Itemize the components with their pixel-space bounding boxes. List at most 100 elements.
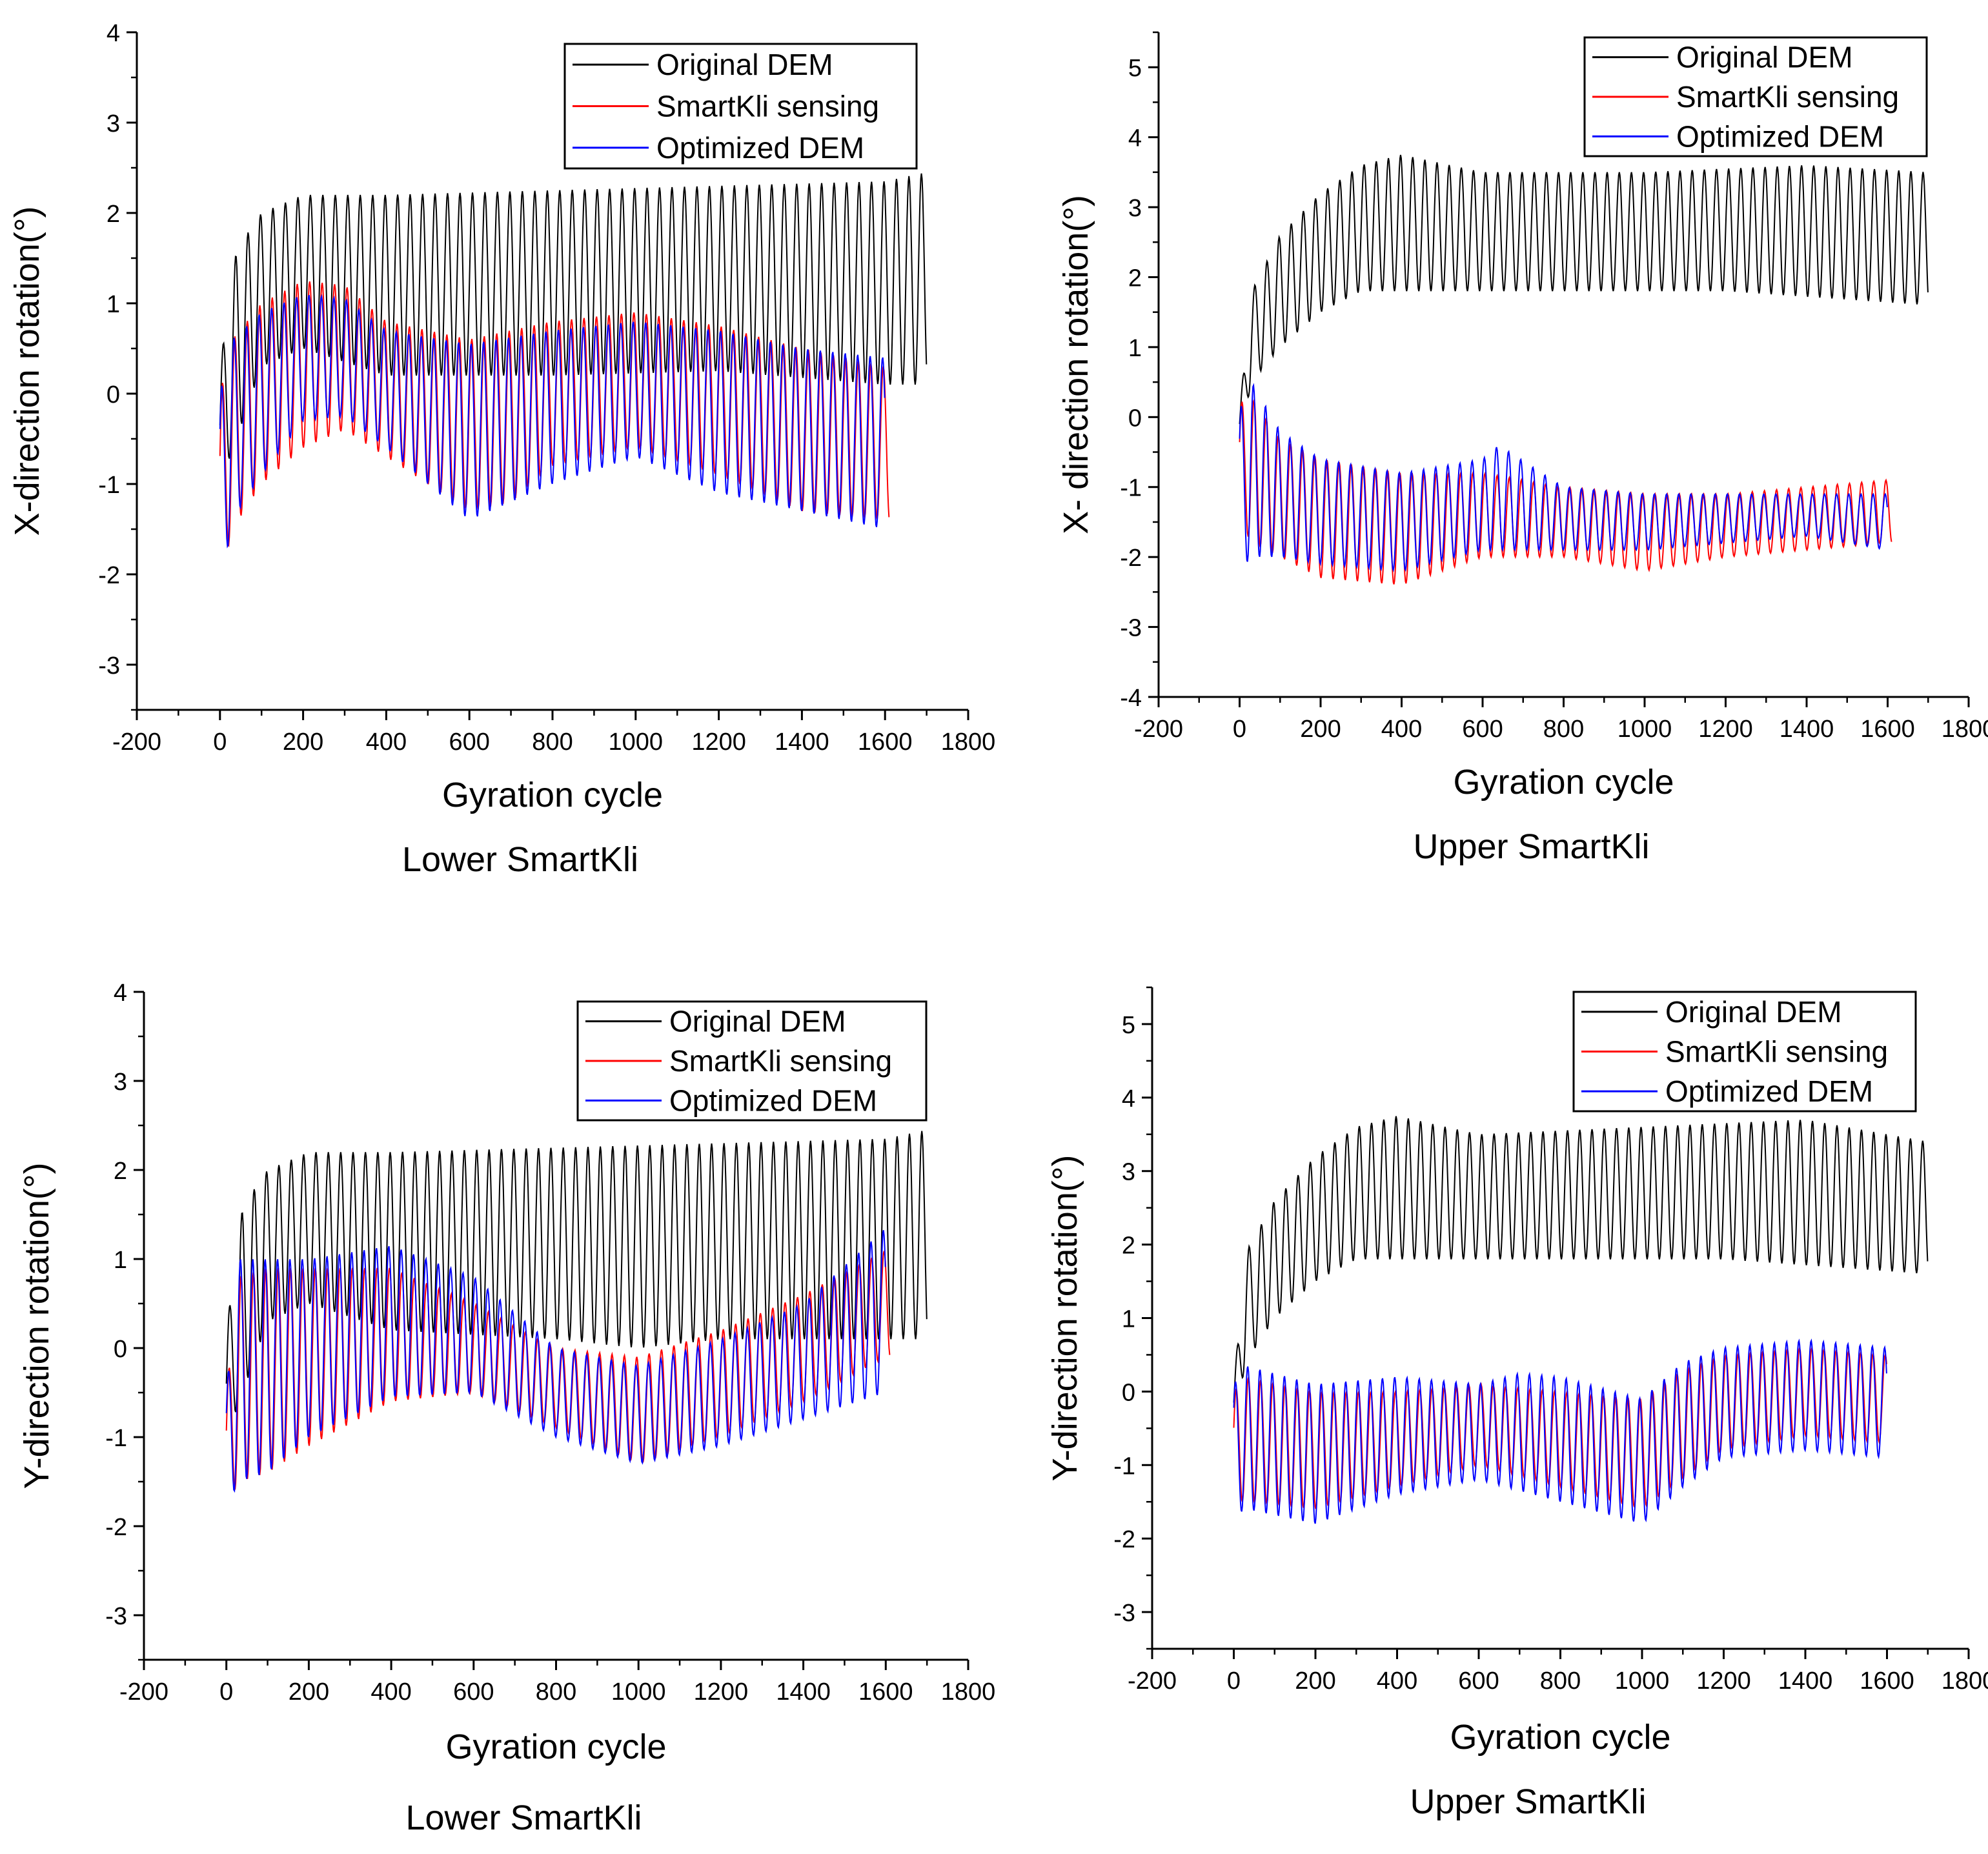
y-axis-label: Y-direction rotation(°)	[17, 1163, 56, 1489]
x-tick-label: 1600	[858, 1678, 913, 1706]
chart-panel-top-left: -200 0 200 400 600 800 1000 1200 1400 1600 1800 -3 -…	[8, 20, 995, 879]
y-tick-label: 0	[1128, 405, 1142, 432]
y-tick-label: -3	[1113, 1600, 1135, 1627]
y-tick-label: 5	[1122, 1012, 1135, 1039]
y-tick-label: -4	[1120, 685, 1142, 712]
y-tick-label: 1	[107, 291, 120, 318]
x-axis-label: Gyration cycle	[445, 1728, 666, 1766]
series-line-original-dem	[225, 1131, 928, 1413]
y-tick-label: 0	[1122, 1379, 1135, 1406]
x-tick-label: 800	[532, 729, 573, 756]
x-tick-label: 1400	[1778, 1668, 1833, 1695]
x-tick-label: 0	[219, 1678, 233, 1706]
x-tick-label: 800	[536, 1678, 576, 1706]
x-tick-label: -200	[1134, 716, 1183, 743]
y-tick-label: 1	[114, 1247, 127, 1274]
x-tick-label: -200	[1128, 1668, 1177, 1695]
y-tick-label: -1	[105, 1425, 127, 1452]
x-tick-label: 1000	[1615, 1668, 1670, 1695]
x-tick-label: 200	[289, 1678, 329, 1706]
panel-caption: Upper SmartKli	[1413, 827, 1649, 866]
legend-label: Optimized DEM	[1676, 119, 1884, 153]
y-tick-label: 4	[1128, 125, 1142, 152]
legend-label: Optimized DEM	[669, 1083, 877, 1117]
y-tick-label: -2	[105, 1514, 127, 1541]
y-tick-label: 1	[1122, 1306, 1135, 1333]
y-tick-label: -2	[1113, 1526, 1135, 1553]
legend-label: Original DEM	[656, 48, 833, 81]
y-tick-label: 4	[1122, 1085, 1135, 1113]
legend-label: Original DEM	[1665, 995, 1842, 1029]
x-tick-label: 1400	[1780, 716, 1834, 743]
legend: Original DEM SmartKli sensing Optimized DE…	[576, 1000, 928, 1122]
y-tick-label: 3	[114, 1069, 127, 1096]
series-line-original-dem	[1233, 1116, 1929, 1403]
x-tick-label: 0	[1233, 716, 1246, 743]
y-tick-label: -1	[1120, 475, 1142, 502]
legend: Original DEM SmartKli sensing Optimized DE…	[1583, 36, 1928, 157]
x-tick-label: 1000	[611, 1678, 666, 1706]
x-tick-label: 1000	[1618, 716, 1672, 743]
x-tick-label: 400	[366, 729, 407, 756]
x-axis-label: Gyration cycle	[1450, 1718, 1670, 1757]
y-tick-label: -3	[1120, 615, 1142, 642]
y-tick-label: 3	[1128, 195, 1142, 222]
x-tick-label: 1200	[1698, 716, 1753, 743]
x-tick-label: 800	[1543, 716, 1584, 743]
y-tick-label: -3	[98, 652, 120, 680]
panel-caption: Lower SmartKli	[405, 1799, 642, 1837]
series-line-optimized-dem	[219, 294, 886, 549]
y-tick-label: -3	[105, 1603, 127, 1630]
x-tick-label: -200	[112, 729, 161, 756]
x-tick-label: 200	[1295, 1668, 1335, 1695]
x-tick-label: 1400	[775, 729, 829, 756]
x-tick-label: -200	[119, 1678, 168, 1706]
y-tick-label: -2	[98, 562, 120, 589]
y-tick-label: 5	[1128, 55, 1142, 82]
chart-panel-bottom-left: -200 0 200 400 600 800 1000 1200 1400 1600 1800 -3 -…	[17, 980, 995, 1837]
x-tick-label: 400	[1377, 1668, 1417, 1695]
x-tick-label: 400	[1381, 716, 1422, 743]
chart-panel-top-right: -200 0 200 400 600 800 1000 1200 1400 1600 1800 -4 -…	[1057, 31, 1988, 866]
x-tick-label: 600	[453, 1678, 494, 1706]
x-tick-label: 1600	[1860, 716, 1915, 743]
x-tick-label: 200	[283, 729, 323, 756]
y-axis-label: Y-direction rotation(°)	[1046, 1155, 1084, 1482]
x-tick-label: 1800	[1942, 1668, 1988, 1695]
y-tick-label: 2	[1122, 1233, 1135, 1260]
x-tick-label: 1200	[694, 1678, 749, 1706]
series-line-smartkli-sensing	[1239, 399, 1892, 585]
legend-label: Original DEM	[669, 1005, 846, 1038]
legend: Original DEM SmartKli sensing Optimized DE…	[1572, 991, 1917, 1113]
x-tick-label: 200	[1300, 716, 1341, 743]
y-tick-label: -1	[98, 472, 120, 499]
chart-panel-bottom-right: -200 0 200 400 600 800 1000 1200 1400 1600 1800 -3 -…	[1046, 986, 1988, 1821]
series-line-original-dem	[1239, 154, 1929, 425]
legend-label: SmartKli sensing	[1665, 1035, 1888, 1069]
y-axis-label: X-direction rotation(°)	[8, 207, 46, 536]
y-tick-label: 3	[107, 110, 120, 137]
x-tick-label: 1800	[1942, 716, 1988, 743]
legend-label: SmartKli sensing	[1676, 80, 1899, 114]
y-tick-label: -1	[1113, 1453, 1135, 1480]
x-tick-label: 0	[1227, 1668, 1241, 1695]
legend-label: SmartKli sensing	[656, 90, 879, 123]
x-tick-label: 1200	[691, 729, 746, 756]
x-tick-label: 1600	[1860, 1668, 1914, 1695]
x-tick-label: 400	[370, 1678, 411, 1706]
series-line-original-dem	[219, 173, 928, 459]
y-tick-label: 3	[1122, 1159, 1135, 1186]
y-tick-label: 2	[107, 201, 120, 228]
x-tick-label: 1800	[941, 729, 996, 756]
legend-label: Original DEM	[1676, 41, 1853, 74]
panel-caption: Lower SmartKli	[402, 840, 638, 879]
series-line-optimized-dem	[1239, 383, 1888, 572]
legend-label: SmartKli sensing	[669, 1044, 892, 1078]
y-tick-label: 1	[1128, 335, 1142, 362]
legend-label: Optimized DEM	[656, 131, 864, 165]
x-tick-label: 1600	[858, 729, 913, 756]
x-tick-label: 0	[213, 729, 227, 756]
x-tick-label: 1200	[1696, 1668, 1751, 1695]
y-tick-label: 0	[114, 1336, 127, 1363]
